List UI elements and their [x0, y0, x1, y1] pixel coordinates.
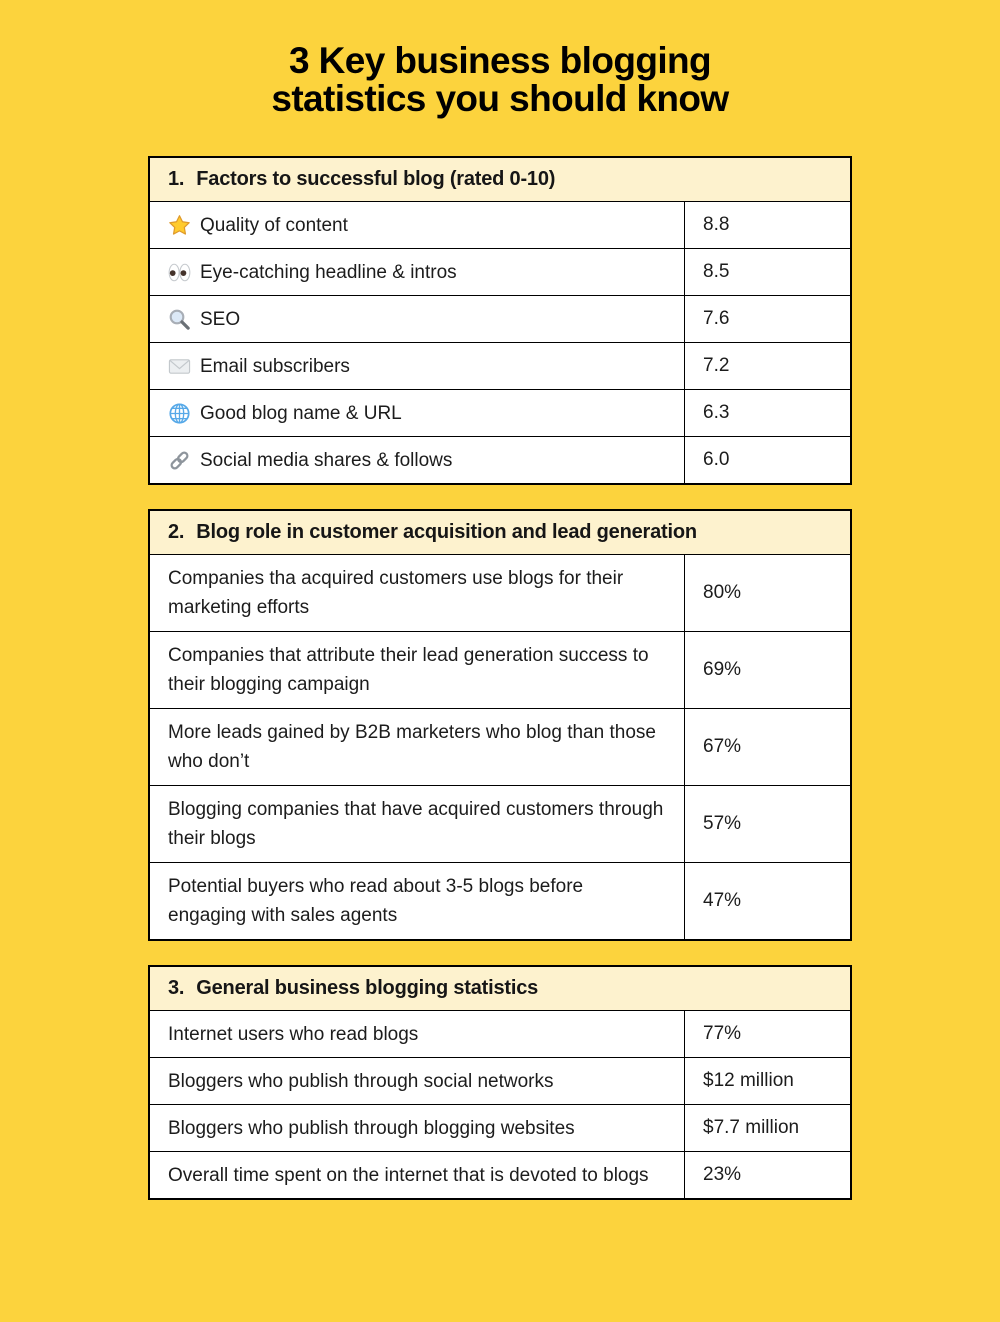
row-label: Internet users who read blogs: [150, 1011, 684, 1057]
row-label: Good blog name & URL: [150, 390, 684, 436]
row-value: $12 million: [684, 1058, 850, 1104]
row-label: Social media shares & follows: [150, 437, 684, 483]
row-label-text: Quality of content: [200, 214, 348, 236]
table-row: Email subscribers 7.2: [150, 342, 850, 389]
table-1-title: Factors to successful blog (rated 0-10): [196, 168, 556, 190]
row-value: 8.8: [684, 202, 850, 248]
row-value: $7.7 million: [684, 1105, 850, 1151]
row-value: 6.3: [684, 390, 850, 436]
row-label-text: Bloggers who publish through social netw…: [168, 1070, 554, 1092]
table-row: Quality of content 8.8: [150, 201, 850, 248]
table-row: Blogging companies that have acquired cu…: [150, 785, 850, 862]
table-3-header: 3. General business blogging statistics: [150, 967, 850, 1010]
table-row: SEO 7.6: [150, 295, 850, 342]
row-value: 47%: [684, 863, 850, 939]
row-label-text: Companies tha acquired customers use blo…: [168, 568, 624, 618]
table-factors-to-successful-blog: 1. Factors to successful blog (rated 0-1…: [148, 156, 852, 485]
row-label: Companies tha acquired customers use blo…: [150, 555, 684, 631]
row-value: 80%: [684, 555, 850, 631]
table-row: Good blog name & URL 6.3: [150, 389, 850, 436]
link-icon: [168, 449, 191, 472]
table-row: Overall time spent on the internet that …: [150, 1151, 850, 1198]
row-label-text: Companies that attribute their lead gene…: [168, 645, 649, 695]
row-value: 7.2: [684, 343, 850, 389]
row-label-text: Internet users who read blogs: [168, 1023, 419, 1045]
row-value: 69%: [684, 632, 850, 708]
row-label: SEO: [150, 296, 684, 342]
row-value: 57%: [684, 786, 850, 862]
envelope-icon: [168, 355, 191, 378]
row-label: Quality of content: [150, 202, 684, 248]
row-label: More leads gained by B2B marketers who b…: [150, 709, 684, 785]
eyes-icon: [168, 261, 191, 284]
row-value: 8.5: [684, 249, 850, 295]
row-label: Overall time spent on the internet that …: [150, 1152, 684, 1198]
table-2-header: 2. Blog role in customer acquisition and…: [150, 511, 850, 554]
page-title: 3 Key business blogging statistics you sh…: [0, 42, 1000, 118]
table-row: Bloggers who publish through blogging we…: [150, 1104, 850, 1151]
table-3-body: Internet users who read blogs 77% Bloggers…: [150, 1010, 850, 1198]
row-label-text: SEO: [200, 308, 241, 330]
globe-icon: [168, 402, 191, 425]
table-row: Companies that attribute their lead gene…: [150, 631, 850, 708]
row-label-text: Good blog name & URL: [200, 402, 402, 424]
table-row: Potential buyers who read about 3-5 blog…: [150, 862, 850, 939]
table-row: Companies tha acquired customers use blo…: [150, 554, 850, 631]
table-row: Internet users who read blogs 77%: [150, 1010, 850, 1057]
row-label-text: More leads gained by B2B marketers who b…: [168, 722, 656, 772]
row-value: 67%: [684, 709, 850, 785]
table-row: Social media shares & follows 6.0: [150, 436, 850, 483]
magnifying-glass-icon: [168, 308, 191, 331]
row-value: 23%: [684, 1152, 850, 1198]
title-line-2: statistics you should know: [271, 78, 729, 119]
star-icon: [168, 214, 191, 237]
row-label-text: Eye-catching headline & intros: [200, 261, 457, 283]
row-label: Potential buyers who read about 3-5 blog…: [150, 863, 684, 939]
table-1-header: 1. Factors to successful blog (rated 0-1…: [150, 158, 850, 201]
row-label-text: Social media shares & follows: [200, 449, 453, 471]
row-label: Companies that attribute their lead gene…: [150, 632, 684, 708]
row-label: Bloggers who publish through social netw…: [150, 1058, 684, 1104]
table-row: Bloggers who publish through social netw…: [150, 1057, 850, 1104]
tables-container: 1. Factors to successful blog (rated 0-1…: [148, 156, 852, 1200]
table-row: More leads gained by B2B marketers who b…: [150, 708, 850, 785]
row-label: Eye-catching headline & intros: [150, 249, 684, 295]
table-blog-role-customer-acquisition: 2. Blog role in customer acquisition and…: [148, 509, 852, 941]
title-line-1: 3 Key business blogging: [288, 40, 712, 81]
infographic-page: 3 Key business blogging statistics you sh…: [0, 42, 1000, 1200]
table-1-number: 1.: [168, 168, 185, 190]
row-label-text: Blogging companies that have acquired cu…: [168, 799, 664, 849]
table-general-blogging-statistics: 3. General business blogging statistics …: [148, 965, 852, 1200]
table-2-number: 2.: [168, 521, 185, 543]
row-label: Email subscribers: [150, 343, 684, 389]
row-label: Blogging companies that have acquired cu…: [150, 786, 684, 862]
table-3-number: 3.: [168, 977, 185, 999]
row-label-text: Potential buyers who read about 3-5 blog…: [168, 876, 584, 926]
row-value: 77%: [684, 1011, 850, 1057]
row-value: 6.0: [684, 437, 850, 483]
row-label-text: Bloggers who publish through blogging we…: [168, 1117, 575, 1139]
table-1-body: Quality of content 8.8 Eye-catching headli…: [150, 201, 850, 483]
row-label-text: Email subscribers: [200, 355, 350, 377]
table-row: Eye-catching headline & intros 8.5: [150, 248, 850, 295]
table-2-body: Companies tha acquired customers use blo…: [150, 554, 850, 939]
table-2-title: Blog role in customer acquisition and le…: [196, 521, 697, 543]
row-label-text: Overall time spent on the internet that …: [168, 1164, 649, 1186]
table-3-title: General business blogging statistics: [196, 977, 539, 999]
row-value: 7.6: [684, 296, 850, 342]
row-label: Bloggers who publish through blogging we…: [150, 1105, 684, 1151]
